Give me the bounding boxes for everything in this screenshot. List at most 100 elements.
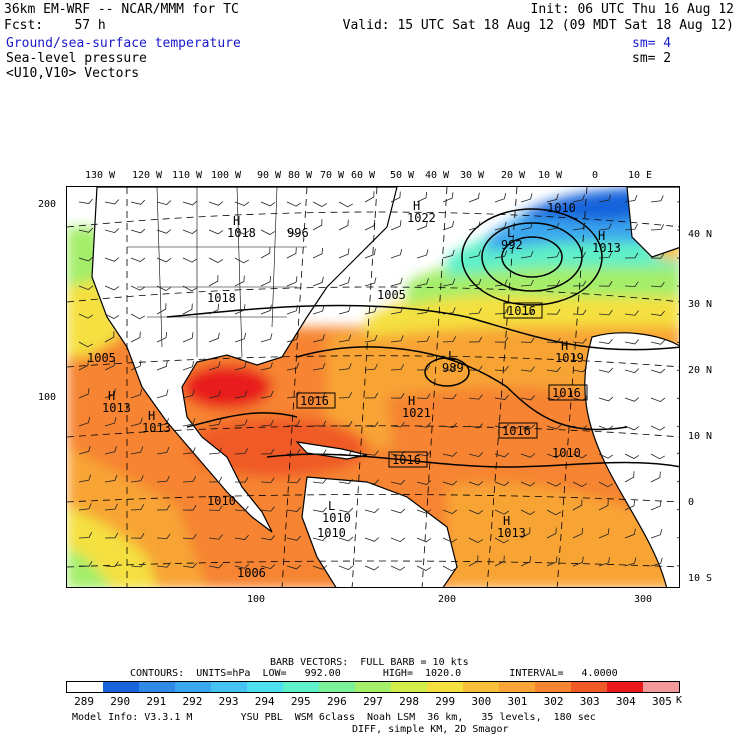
wind-barb: [286, 304, 299, 315]
wind-barb: [104, 359, 116, 371]
wind-barb: [520, 250, 534, 259]
wind-barb: [546, 251, 560, 259]
high-marker: H: [413, 199, 420, 213]
wind-barb: [598, 338, 613, 344]
wind-barb: [260, 390, 274, 399]
colorbar-swatch: [139, 682, 175, 692]
wind-barb: [572, 453, 588, 459]
wind-barb: [624, 223, 638, 231]
wind-barb: [338, 219, 349, 231]
wind-barb: [520, 366, 535, 372]
wind-barb: [364, 219, 376, 231]
wind-barb: [572, 338, 587, 344]
low-marker: L: [448, 349, 455, 363]
wind-barb: [364, 306, 377, 315]
latitude-label: 0: [688, 497, 695, 508]
pressure-value: 1010: [317, 526, 346, 540]
wind-barb: [520, 337, 535, 343]
wind-barb: [182, 418, 196, 427]
pressure-value: 1016: [552, 386, 581, 400]
wind-barb: [598, 453, 614, 459]
wind-barb: [442, 278, 456, 287]
wind-barb: [260, 229, 276, 235]
wind-barb: [208, 257, 224, 263]
colorbar-swatch: [571, 682, 607, 692]
wind-barb: [156, 446, 170, 455]
colorbar-label: 303: [579, 695, 600, 708]
wind-barb: [468, 509, 484, 515]
wind-barb: [312, 219, 323, 231]
colorbar-label: 301: [507, 695, 528, 708]
wind-barb: [182, 476, 197, 483]
wind-barb: [650, 281, 665, 288]
latitude-label: 10 N: [688, 431, 713, 442]
wind-barb: [130, 388, 143, 399]
wind-barb: [546, 309, 561, 315]
wind-barb: [624, 281, 639, 287]
wind-barb: [442, 537, 458, 543]
wind-barb: [286, 449, 301, 455]
wind-barb: [208, 332, 220, 343]
wind-barb: [494, 537, 509, 544]
wind-barb: [338, 276, 351, 287]
isobar-label-box: [503, 302, 543, 319]
wind-barb: [390, 450, 405, 456]
wind-barb: [546, 527, 557, 539]
wind-barb: [494, 509, 510, 515]
wind-barb: [104, 313, 120, 319]
wind-barb: [468, 278, 482, 287]
high-marker: H: [148, 409, 155, 423]
wind-barb: [78, 313, 94, 319]
wind-barb: [234, 563, 250, 569]
wind-barb: [130, 446, 144, 455]
wind-barb: [624, 397, 640, 402]
wind-barb: [442, 422, 457, 428]
wind-barb: [494, 394, 509, 400]
colorbar-label: 305: [652, 695, 672, 708]
wind-barb: [390, 191, 401, 203]
colorbar-label: 299: [435, 695, 456, 708]
high-marker: H: [503, 514, 510, 528]
wind-barb: [156, 285, 172, 291]
wind-barb: [468, 537, 484, 543]
wind-barb: [260, 275, 272, 287]
wind-barb: [468, 365, 483, 371]
wind-barb: [234, 275, 245, 287]
wind-barb: [546, 424, 562, 430]
wind-barb: [416, 335, 430, 343]
wind-barb: [234, 361, 247, 371]
wind-barb: [156, 389, 169, 399]
wind-barb: [338, 363, 352, 371]
wind-barb: [598, 367, 614, 373]
pressure-value: 1022: [407, 211, 436, 225]
longitude-label: 10 E: [627, 170, 653, 181]
wind-barb: [546, 280, 561, 287]
colorbar-swatch: [427, 682, 463, 692]
wind-barb: [598, 425, 614, 431]
pressure-value: 1010: [207, 494, 236, 508]
field2-smoothing: sm= 2: [632, 51, 672, 66]
wind-barb: [260, 477, 275, 483]
pressure-value: 1013: [142, 421, 171, 435]
wind-barb: [208, 201, 224, 206]
wind-barb: [234, 201, 250, 207]
wind-barb: [416, 565, 432, 571]
wind-barb: [546, 222, 560, 231]
wind-barb: [650, 425, 666, 431]
wind-barb: [390, 537, 406, 543]
isobar-label-box: [548, 384, 588, 401]
grid-x-label: 100: [247, 594, 266, 605]
wind-barb: [78, 474, 92, 483]
longitude-label: 90 W: [256, 170, 282, 181]
pressure-value: 1010: [547, 201, 576, 215]
field-wind-vectors: <U10,V10> Vectors: [6, 66, 140, 81]
colorbar-swatch: [211, 682, 247, 692]
wind-barb: [260, 564, 276, 570]
wind-barb: [78, 388, 90, 399]
wind-barb: [208, 476, 223, 483]
wind-barb: [156, 475, 170, 483]
colorbar-swatch: [175, 682, 211, 692]
wind-barb: [442, 336, 457, 343]
wind-barb: [624, 425, 640, 431]
wind-barb: [624, 453, 640, 459]
